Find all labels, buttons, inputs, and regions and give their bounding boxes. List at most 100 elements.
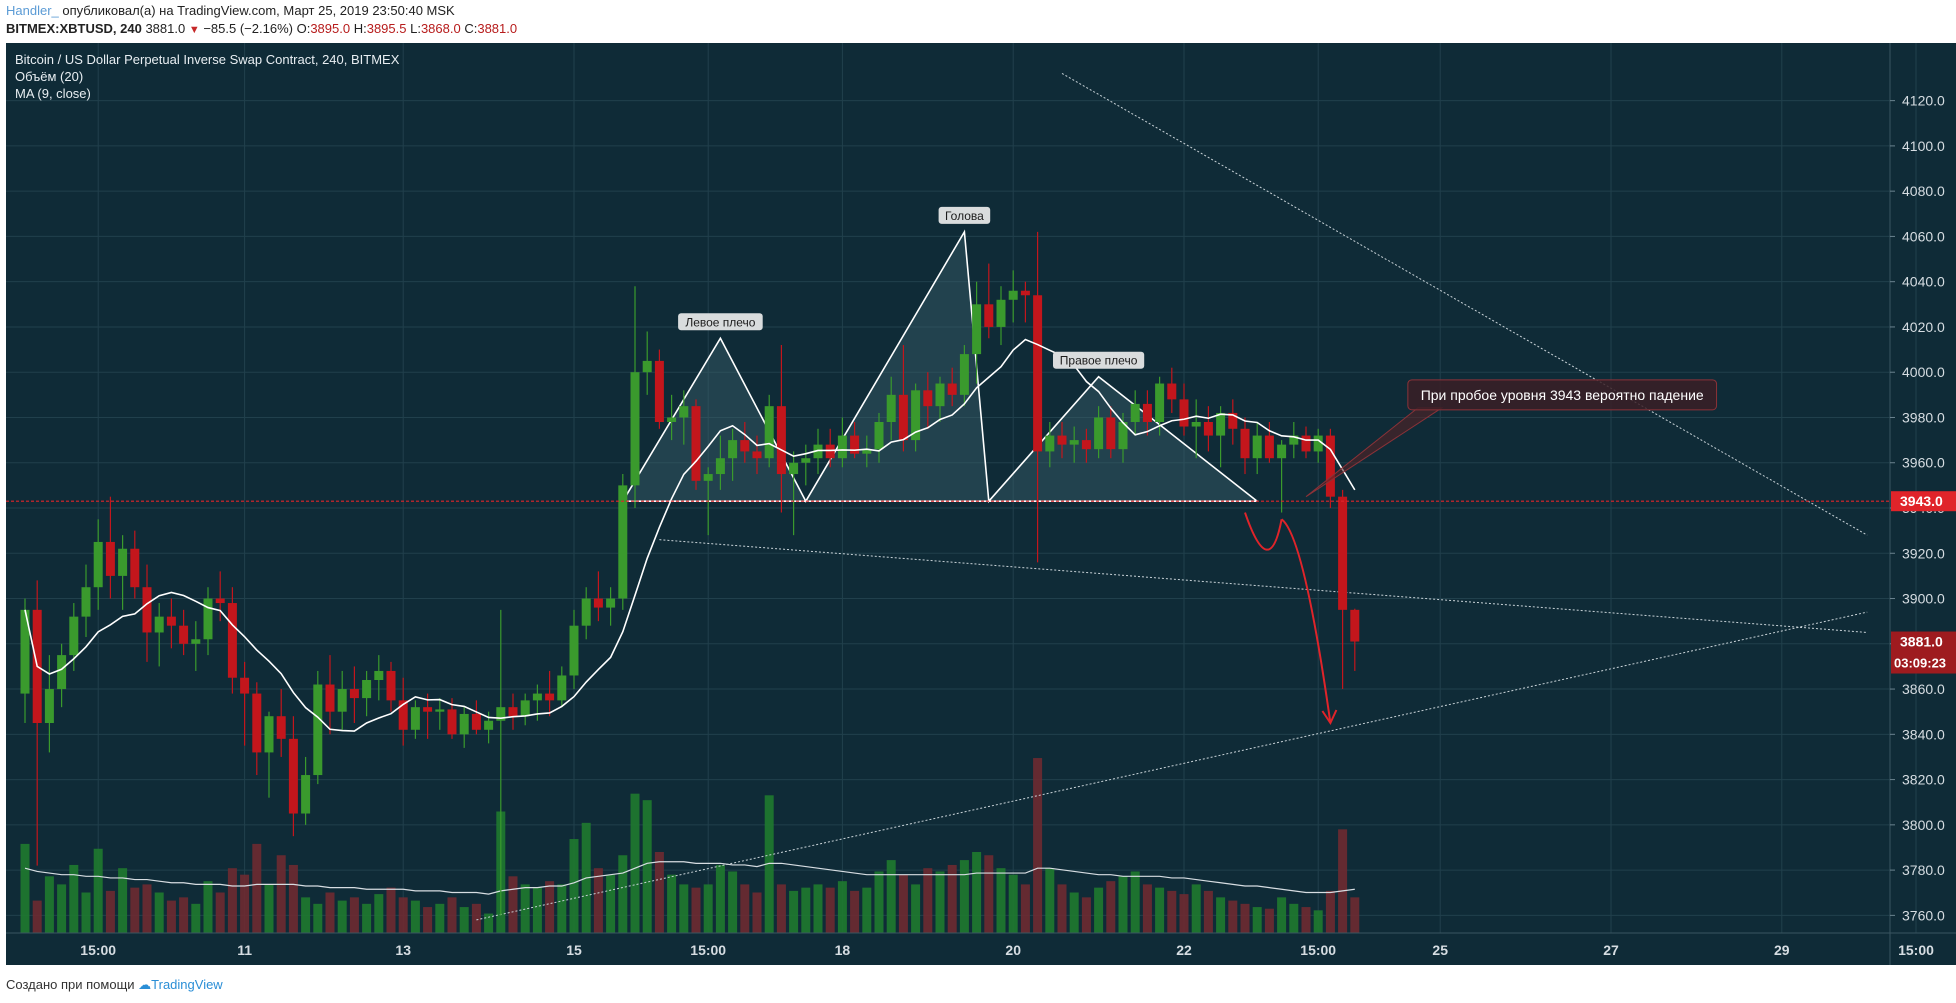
ma-line xyxy=(24,338,1356,732)
author-link[interactable]: Handler_ xyxy=(6,3,59,18)
candle-body xyxy=(1142,403,1152,422)
volume-bar xyxy=(972,852,982,933)
time-tick-label: 25 xyxy=(1432,942,1448,958)
volume-bar xyxy=(703,884,713,933)
trend-line-support[interactable] xyxy=(659,539,1868,633)
candle-body xyxy=(911,390,921,441)
volume-bar xyxy=(728,871,738,933)
candle-body xyxy=(203,598,213,640)
volume-bar xyxy=(984,855,994,933)
candle-body xyxy=(313,684,323,776)
tradingview-brand[interactable]: TradingView xyxy=(151,977,223,992)
candle-body xyxy=(374,670,384,680)
volume-bar xyxy=(1203,890,1213,933)
forecast-path-arrow[interactable] xyxy=(1280,518,1332,724)
candle-body xyxy=(532,693,542,701)
candle-body xyxy=(362,680,372,699)
candle-body xyxy=(69,616,79,656)
candle-body xyxy=(837,435,847,459)
candle-body xyxy=(386,670,396,701)
tradingview-logo-icon[interactable]: ☁ xyxy=(138,977,152,992)
volume-bar xyxy=(435,903,445,933)
candle-body xyxy=(81,587,91,617)
volume-bar xyxy=(654,852,664,933)
volume-bar xyxy=(1228,900,1238,933)
candle-body xyxy=(1106,417,1116,450)
volume-bar xyxy=(752,892,762,933)
volume-bar xyxy=(959,860,969,933)
volume-bar xyxy=(508,876,518,933)
volume-bar xyxy=(679,884,689,933)
time-tick-label: 20 xyxy=(1005,942,1021,958)
volume-bar xyxy=(1325,890,1335,933)
volume-bar xyxy=(1033,758,1043,933)
open-label: O: xyxy=(296,21,311,36)
low-value: 3868.0 xyxy=(420,21,461,36)
price-tick-label: 3860.0 xyxy=(1902,681,1945,697)
volume-bar xyxy=(325,892,335,933)
forecast-path-small[interactable] xyxy=(1244,512,1283,551)
volume-bar xyxy=(1045,868,1055,933)
candle-body xyxy=(569,625,579,676)
volume-bar xyxy=(179,897,189,933)
candle-body xyxy=(105,541,115,576)
volume-indicator-label[interactable]: Объём (20) xyxy=(15,69,84,84)
volume-bar xyxy=(301,897,311,933)
time-tick-label: 18 xyxy=(835,942,851,958)
level-price-label: 3943.0 xyxy=(1900,493,1943,509)
volume-bar xyxy=(532,887,542,933)
high-value: 3895.5 xyxy=(366,21,407,36)
volume-bar xyxy=(874,871,884,933)
volume-bar xyxy=(166,900,176,933)
candle-body xyxy=(618,485,628,599)
candle-body xyxy=(923,390,933,407)
trend-line-rising[interactable] xyxy=(476,611,1868,921)
price-tick-label: 3780.0 xyxy=(1902,862,1945,878)
candle-body xyxy=(874,422,884,450)
chart-svg[interactable]: Левое плечо Голова Правое плечо При пробое … xyxy=(6,43,1956,965)
pattern-label-2: Правое плечо xyxy=(1060,354,1138,368)
volume-bar xyxy=(32,900,42,933)
volume-bar xyxy=(1081,897,1091,933)
volume-bar xyxy=(1350,897,1360,933)
volume-bar xyxy=(398,897,408,933)
volume-bar xyxy=(740,884,750,933)
candle-body xyxy=(1155,383,1165,422)
candle-body xyxy=(1325,435,1335,497)
pattern-label-box[interactable] xyxy=(1053,351,1145,369)
chart-legend: Bitcoin / US Dollar Perpetual Inverse Sw… xyxy=(15,51,399,102)
candle-body xyxy=(1203,422,1213,436)
candle-body xyxy=(764,406,774,459)
candle-body xyxy=(752,451,762,459)
annotations: Левое плечо Голова Правое плечо При пробое … xyxy=(6,206,1890,726)
volume-bar xyxy=(1167,890,1177,933)
trend-line-resistance[interactable] xyxy=(1061,73,1868,536)
volume-bar xyxy=(142,884,152,933)
volume-bar xyxy=(484,913,494,933)
hs-pattern-line[interactable] xyxy=(622,229,1258,504)
time-axis[interactable]: 15:0011131515:0018202215:0025272915:00Ап… xyxy=(6,932,1956,958)
price-axis[interactable]: 4120.0 4100.0 4080.0 4060.0 4040.0 4020.0 4000… xyxy=(1889,43,1956,965)
high-label: H: xyxy=(353,21,367,36)
chart-panel[interactable]: Левое плечо Голова Правое плечо При пробое … xyxy=(6,43,1956,965)
close-value: 3881.0 xyxy=(477,21,518,36)
price-tick-label: 3800.0 xyxy=(1902,817,1945,833)
candle-body xyxy=(642,360,652,373)
candle-body xyxy=(972,304,982,355)
volume-bar xyxy=(1338,829,1348,933)
pattern-label-box[interactable] xyxy=(678,313,763,331)
volume-bar xyxy=(1155,887,1165,933)
ma-indicator-label[interactable]: MA (9, close) xyxy=(15,86,91,101)
time-tick-label: 15 xyxy=(566,942,582,958)
volume-bar xyxy=(459,907,469,933)
volume-ma-polyline xyxy=(24,861,1355,895)
open-value: 3895.0 xyxy=(310,21,351,36)
candle-body xyxy=(776,406,786,475)
volume-bar xyxy=(923,868,933,933)
time-tick-label: 15:00 xyxy=(1898,942,1934,958)
callout-box[interactable] xyxy=(1407,379,1718,411)
volume-bar xyxy=(545,881,555,933)
candle-body xyxy=(1350,609,1360,642)
candle-body xyxy=(715,458,725,475)
pattern-label-box[interactable] xyxy=(938,206,991,224)
